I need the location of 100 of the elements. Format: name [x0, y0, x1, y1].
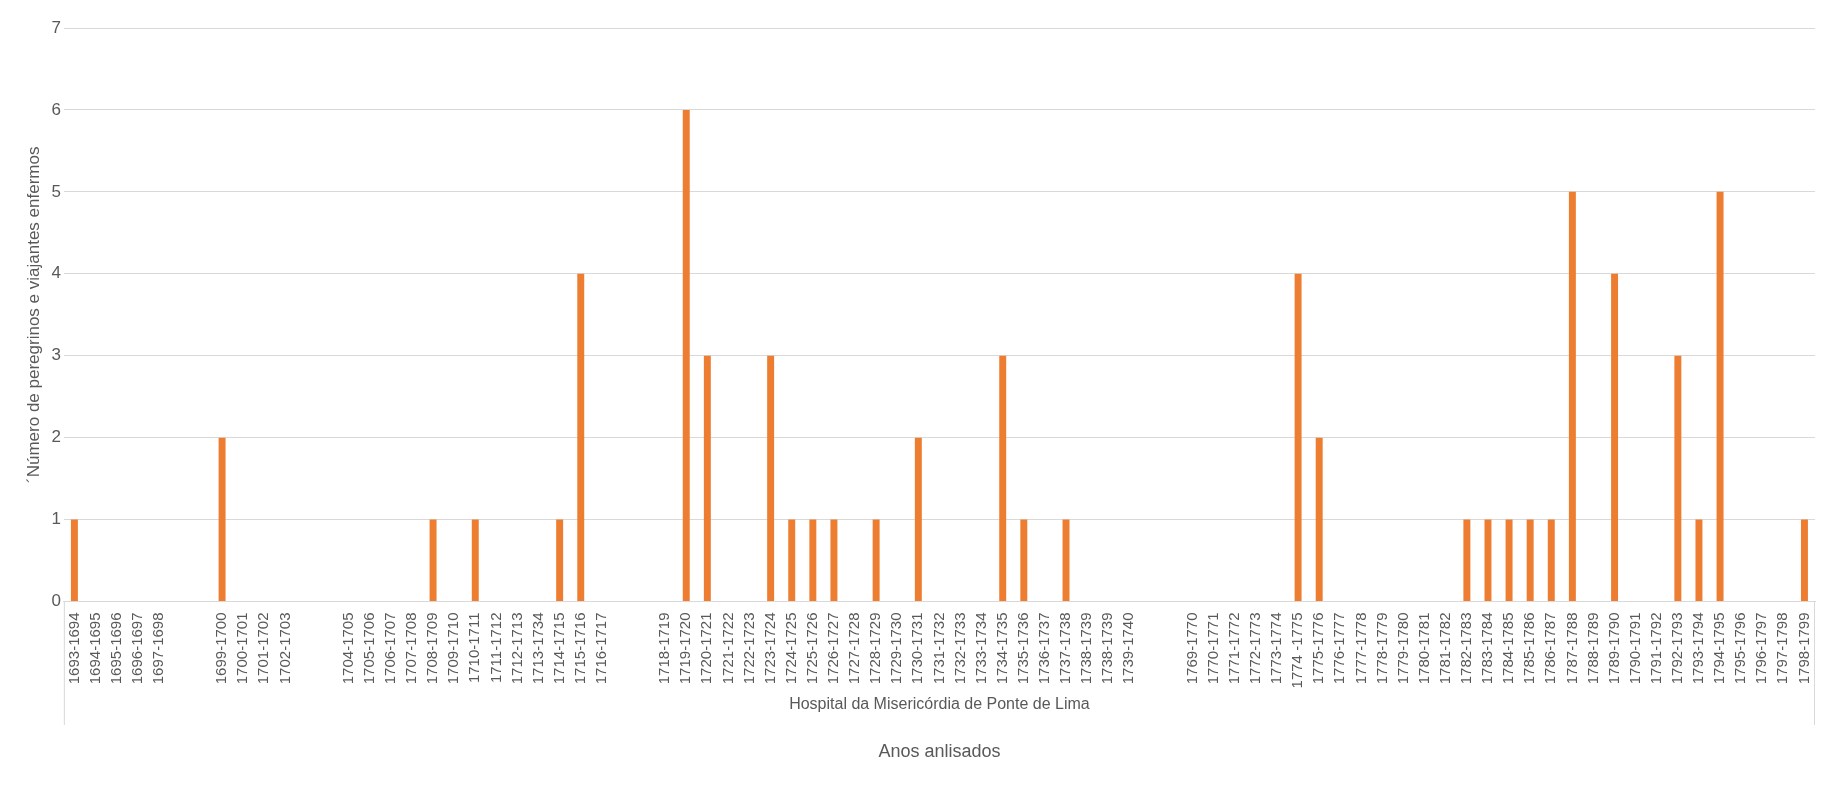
y-tick-label: 2 — [51, 427, 61, 447]
x-tick-label: 1776-1777 — [1330, 612, 1348, 685]
x-tick-label: 1788-1789 — [1583, 612, 1601, 685]
y-tick-label: 3 — [51, 345, 61, 365]
x-tick-label: 1697-1698 — [148, 612, 166, 685]
bar — [577, 273, 585, 601]
bar — [682, 109, 690, 601]
x-tick-label: 1792-1793 — [1668, 612, 1685, 685]
bar — [70, 519, 78, 601]
x-tick-label: 1797-1798 — [1773, 612, 1791, 685]
x-tick-label: 1712-1713 — [507, 612, 525, 685]
bar — [429, 519, 437, 601]
bar — [1484, 519, 1492, 601]
x-tick-label: 1721-1722 — [718, 612, 736, 685]
bar — [1505, 519, 1513, 601]
bar — [830, 519, 838, 601]
x-tick-label: 1790-1791 — [1625, 612, 1643, 685]
x-tick-label: 1727-1728 — [845, 612, 863, 685]
x-tick-label: 1795-1796 — [1731, 612, 1749, 685]
x-tick-label: 1708-1709 — [423, 612, 441, 685]
x-tick-label: 1733-1734 — [971, 612, 989, 685]
x-tick-label: 1728-1729 — [866, 612, 884, 685]
x-tick-label: 1704-1705 — [338, 612, 356, 685]
x-axis-title: Anos anlisados — [878, 741, 1001, 762]
bar — [872, 519, 880, 601]
x-tick-label: 1699-1700 — [212, 612, 230, 685]
x-tick-label: 1787-1788 — [1562, 612, 1580, 685]
x-tick-label: 1722-1723 — [739, 612, 757, 685]
x-tick-label: 1696-1697 — [127, 612, 145, 685]
x-tick-label: 1793-1794 — [1689, 612, 1707, 685]
x-tick-label: 1716-1717 — [592, 612, 609, 685]
x-tick-label: 1780-1781 — [1414, 612, 1432, 685]
x-tick-label: 1702-1703 — [275, 612, 293, 685]
bar — [767, 355, 775, 601]
x-tick-label: 1772-1773 — [1246, 612, 1264, 685]
x-tick-label: 1779-1780 — [1393, 612, 1411, 685]
bar — [1611, 273, 1619, 601]
x-tick-label: 1775-1776 — [1309, 612, 1327, 685]
x-tick-label: 1798-1799 — [1794, 612, 1812, 685]
bar — [1568, 191, 1576, 601]
x-tick-label: 1734-1735 — [992, 612, 1010, 685]
bar — [1294, 273, 1302, 601]
bar — [703, 355, 711, 601]
x-tick-label: 1718-1719 — [655, 612, 673, 685]
x-tick-label: 1737-1738 — [1056, 612, 1074, 685]
bar — [471, 519, 479, 601]
bar — [1716, 191, 1724, 601]
x-tick-label: 1739-1740 — [1119, 612, 1137, 685]
x-tick-label: 1738-1739 — [1098, 612, 1116, 685]
x-tick-label: 1773-1774 — [1267, 612, 1285, 685]
x-tick-label: 1783-1784 — [1478, 612, 1496, 685]
bar — [1800, 519, 1808, 601]
x-tick-label: 1724-1725 — [781, 612, 799, 685]
x-tick-label: 1695-1696 — [106, 612, 124, 685]
x-tick-label: 1710-1711 — [465, 612, 483, 684]
y-tick-label: 7 — [51, 17, 61, 37]
x-tick-label: 1714-1715 — [549, 612, 567, 685]
x-tick-label: 1736-1737 — [1035, 612, 1053, 685]
x-tick-label: 1709-1710 — [444, 612, 462, 685]
x-tick-label: 1720-1721 — [697, 612, 715, 685]
bar — [1463, 519, 1471, 601]
x-tick-label: 1694-1695 — [85, 612, 103, 685]
x-tick-label: 1784-1785 — [1499, 612, 1517, 685]
bar — [999, 355, 1007, 601]
x-tick-label: 1700-1701 — [233, 612, 251, 685]
x-tick-label: 1785-1786 — [1520, 612, 1538, 685]
y-tick-label: 5 — [51, 181, 61, 201]
bar — [1547, 519, 1555, 601]
x-tick-label: 1719-1720 — [676, 612, 694, 685]
y-tick-label: 6 — [51, 99, 61, 119]
bar — [1020, 519, 1028, 601]
x-tick-label: 1725-1726 — [802, 612, 820, 685]
bar — [809, 519, 817, 601]
x-tick-label: 1711-1712 — [486, 612, 504, 684]
x-tick-label: 1707-1708 — [402, 612, 420, 685]
x-tick-label: 1730-1731 — [908, 612, 926, 685]
x-tick-label: 1731-1732 — [929, 612, 947, 685]
x-tick-label: 1769-1770 — [1182, 612, 1200, 685]
x-tick-label: 1701-1702 — [254, 612, 272, 685]
x-tick-label: 1794-1795 — [1710, 612, 1728, 685]
bar — [914, 437, 922, 601]
bar — [218, 437, 226, 601]
y-tick-label: 4 — [51, 263, 61, 283]
x-tick-label: 1732-1733 — [950, 612, 968, 685]
x-tick-label: 1796-1797 — [1752, 612, 1770, 685]
x-tick-label: 1791-1792 — [1646, 612, 1664, 685]
x-tick-label: 1738-1739 — [1077, 612, 1095, 685]
x-tick-label: 1705-1706 — [359, 612, 377, 685]
x-tick-label: 1778-1779 — [1372, 612, 1390, 685]
x-tick-label: 1782-1783 — [1457, 612, 1475, 685]
y-tick-label: 0 — [51, 591, 61, 611]
x-tick-label: 1713-1734 — [528, 612, 546, 685]
x-tick-label: 1771-1772 — [1224, 612, 1242, 685]
bar — [788, 519, 796, 601]
x-tick-label: 1789-1790 — [1604, 612, 1622, 685]
y-tick-label: 1 — [51, 509, 61, 529]
bar — [556, 519, 564, 601]
x-tick-label: 1723-1724 — [760, 612, 778, 685]
x-tick-label: 1693-1694 — [64, 612, 82, 685]
bar — [1695, 519, 1703, 601]
